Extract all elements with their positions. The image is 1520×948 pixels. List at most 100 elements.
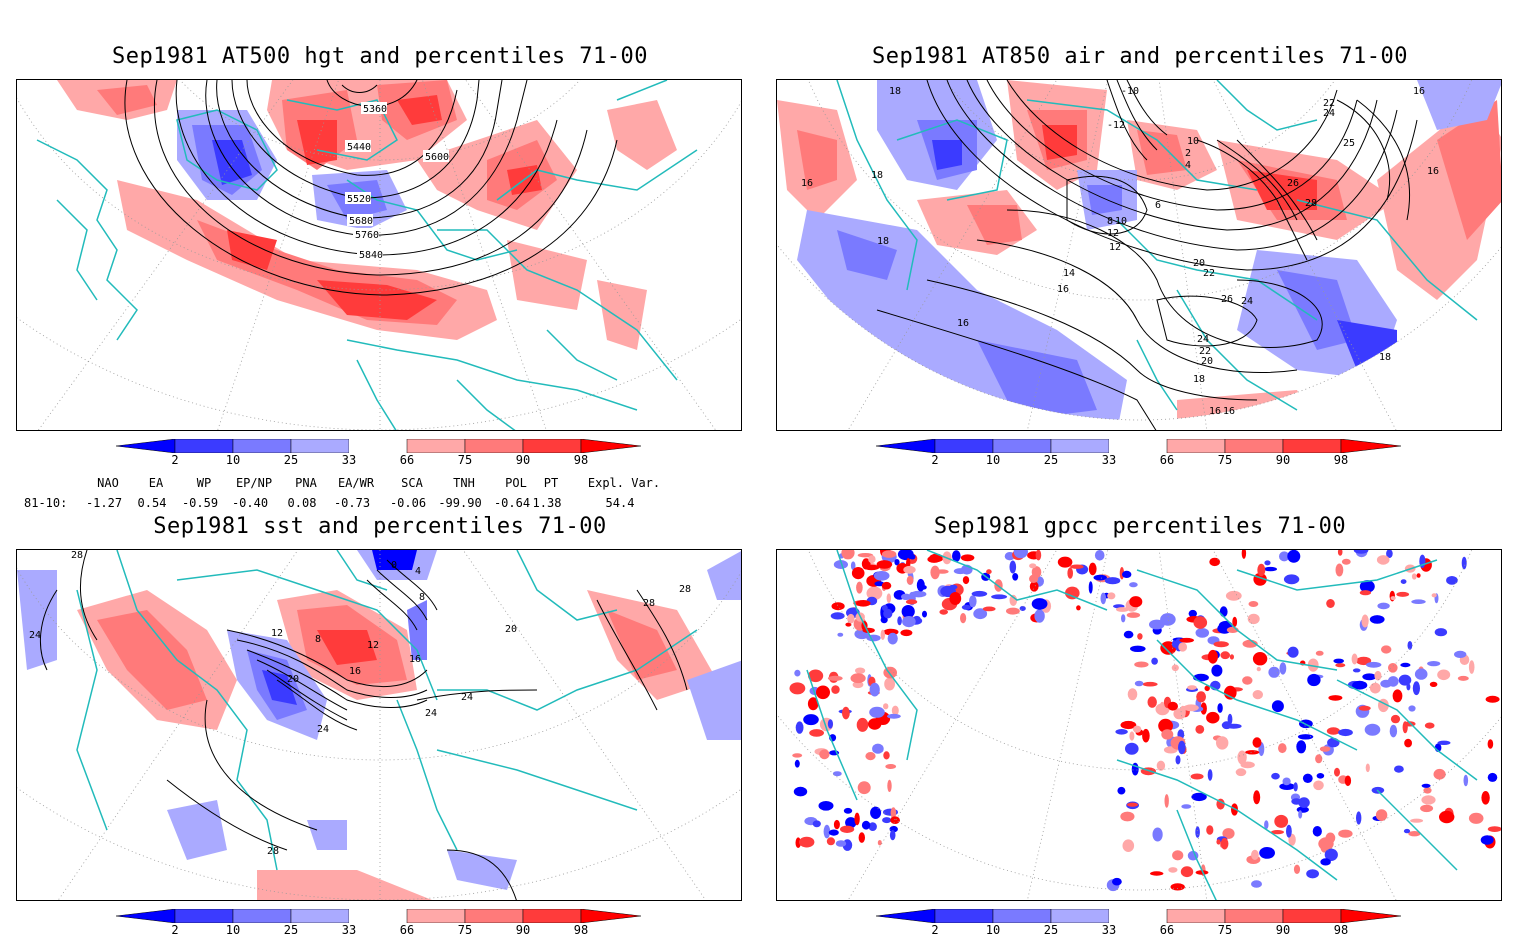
precip-anomaly-blob: [1389, 724, 1398, 738]
precip-anomaly-blob: [1152, 827, 1163, 842]
precip-anomaly-blob: [1315, 650, 1324, 656]
precip-anomaly-blob: [841, 550, 855, 560]
precip-anomaly-blob: [1278, 743, 1287, 754]
precip-anomaly-blob: [1315, 754, 1323, 764]
precip-anomaly-blob: [1179, 637, 1194, 643]
precip-anomaly-blob: [1287, 646, 1299, 658]
precip-anomaly-blob: [1365, 763, 1370, 773]
colorbar-swatch-red: [1224, 438, 1284, 454]
contour-label: 18: [871, 170, 883, 181]
map-gpcc: [776, 549, 1502, 901]
precip-anomaly-blob: [1263, 566, 1277, 572]
precip-anomaly-blob: [1388, 663, 1398, 673]
precip-anomaly-blob: [883, 751, 890, 760]
colorbar-swatch-lt2: [875, 908, 936, 924]
colorbar-tick-label: 75: [1217, 453, 1233, 467]
colorbar-tick-label: 33: [341, 453, 357, 467]
colorbar-swatches: [875, 908, 1402, 924]
precip-anomaly-blob: [854, 812, 860, 826]
precip-anomaly-blob: [1207, 769, 1213, 781]
precip-anomaly-blob: [886, 593, 891, 603]
contour-label: 16: [1057, 284, 1069, 295]
precip-anomaly-blob: [1150, 871, 1164, 876]
colorbar-swatch-blue: [290, 438, 350, 454]
colorbar-bottom-left: 2 10 25 33 66 75 90 98: [115, 908, 646, 948]
precip-anomaly-blob: [1408, 831, 1421, 837]
index-name: SCA: [401, 476, 423, 490]
contour-label: 22: [1323, 98, 1335, 109]
precip-anomaly-blob: [930, 565, 940, 580]
precip-anomaly-blob: [1129, 731, 1135, 741]
precip-anomaly-blob: [1319, 746, 1331, 752]
precip-anomaly-blob: [1364, 723, 1381, 736]
precip-anomaly-blob: [1386, 550, 1393, 558]
precip-anomaly-blob: [803, 714, 819, 726]
precip-anomaly-blob: [1429, 681, 1438, 687]
colorbar-swatch-blue: [174, 908, 234, 924]
index-name: EA: [148, 476, 164, 490]
precip-anomaly-blob: [1213, 641, 1229, 648]
precip-anomaly-blob: [1324, 848, 1338, 861]
contour-label: 28: [267, 846, 279, 857]
precip-anomaly-blob: [1414, 668, 1428, 680]
index-value: 54.4: [605, 496, 635, 510]
precip-anomaly-blob: [1335, 563, 1344, 577]
teleconnection-index-table: 81-10: NAO -1.27 EA 0.54 WP -0.59 EP/NP -0.40 PN…: [0, 474, 760, 514]
index-value: -0.64: [493, 496, 531, 510]
precip-anomaly-blob: [962, 576, 970, 585]
precip-anomaly-blob: [852, 681, 864, 689]
precip-anomaly-blob: [1398, 674, 1412, 686]
contour-label: 12: [1109, 242, 1121, 253]
precip-anomaly-blob: [1437, 740, 1451, 745]
precip-anomaly-blob: [880, 629, 885, 640]
precip-anomaly-blob: [1147, 696, 1157, 708]
precip-anomaly-blob: [1029, 581, 1039, 592]
precip-anomaly-blob: [1356, 656, 1372, 666]
precip-anomaly-blob: [897, 616, 902, 626]
precip-anomaly-blob: [1338, 728, 1353, 737]
precip-anomaly-blob: [865, 752, 876, 761]
colorbar-tick-label: 90: [1275, 453, 1291, 467]
precip-anomaly-blob: [837, 632, 844, 637]
precip-anomaly-blob: [1421, 795, 1436, 805]
contour-label: 22: [1199, 346, 1211, 357]
precip-anomaly-blob: [1224, 685, 1237, 700]
precip-anomaly-blob: [1172, 850, 1184, 861]
precip-anomaly-blob: [961, 604, 971, 610]
precip-anomaly-blob: [1404, 738, 1412, 748]
sst-anomaly-shading: [17, 550, 741, 900]
precip-anomaly-blob: [1268, 666, 1280, 678]
contour-label: 28: [1305, 198, 1317, 209]
precip-anomaly-blob: [843, 807, 853, 814]
precip-anomaly-blob: [856, 717, 869, 732]
contour-label: 8: [419, 592, 425, 603]
precip-anomaly-blob: [1126, 612, 1141, 618]
precip-anomaly-blob: [880, 616, 888, 624]
precip-anomaly-blob: [1457, 675, 1469, 681]
precip-anomaly-blob: [1195, 870, 1209, 875]
precip-anomaly-blob: [891, 705, 899, 716]
colorbar-tick-label: 98: [1333, 923, 1349, 937]
precip-anomaly-blob: [1125, 742, 1139, 755]
precip-anomaly-blob: [850, 673, 866, 684]
colorbar-swatch-blue: [934, 908, 994, 924]
precip-anomaly-blob: [876, 560, 893, 569]
precip-anomaly-blob: [1253, 790, 1261, 805]
precip-anomaly-blob: [887, 632, 898, 645]
precip-anomaly-blob: [1264, 560, 1271, 566]
precip-anomaly-blob: [885, 764, 897, 769]
precip-anomaly-blob: [952, 550, 961, 562]
colorbar-swatch-blue: [232, 908, 292, 924]
colorbar-swatch-gt98: [580, 438, 642, 454]
colorbar-tick-label: 25: [283, 923, 299, 937]
precip-anomaly-blob: [847, 613, 855, 624]
precip-anomaly-blob: [1158, 718, 1173, 733]
precip-anomaly-blob: [1411, 599, 1426, 604]
colorbar-swatch-lt2: [875, 438, 936, 454]
precip-anomaly-blob: [1412, 681, 1420, 696]
precip-anomaly-blob: [1171, 640, 1178, 648]
colorbar-swatch-lt2: [115, 438, 176, 454]
precip-anomaly-blob: [903, 565, 916, 574]
contour-label: 16: [1209, 406, 1221, 417]
precip-anomaly-blob: [826, 837, 835, 846]
